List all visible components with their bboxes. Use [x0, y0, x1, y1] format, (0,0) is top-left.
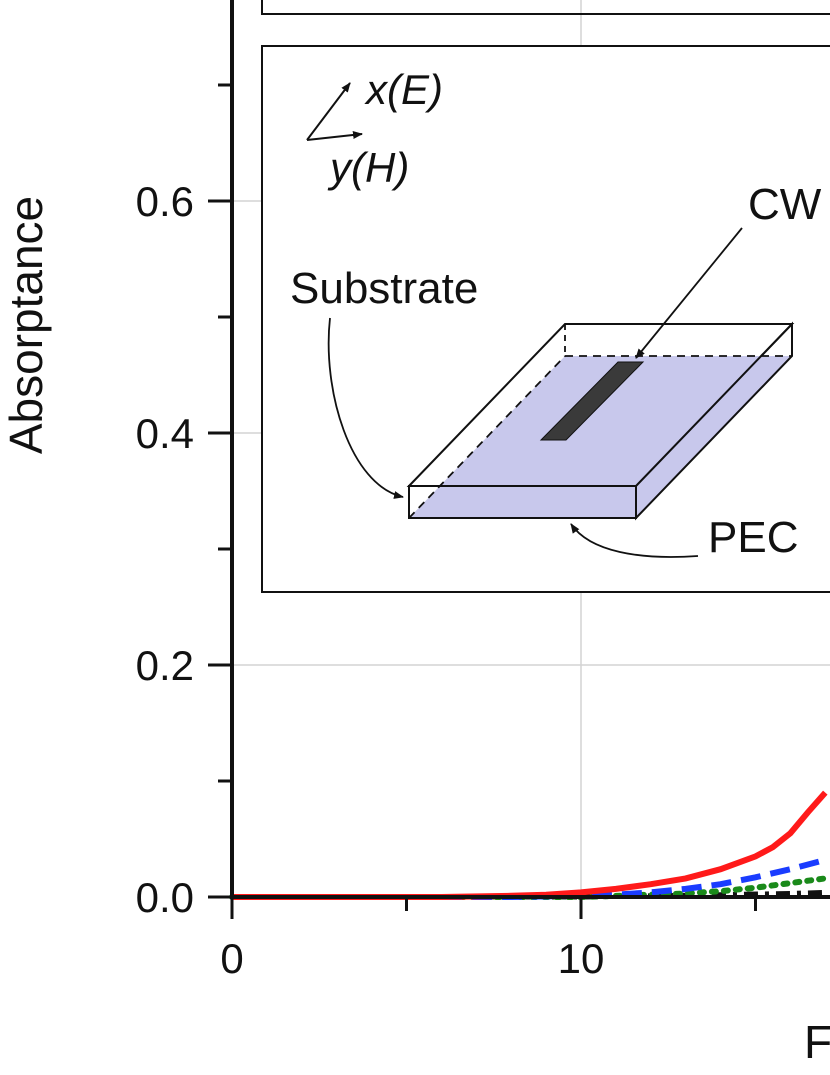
y-tick-label: 0.2 — [136, 642, 194, 689]
axis-ticks: 0.0 0.2 0.4 0.6 0 10 — [136, 83, 757, 982]
series-line-solid — [232, 790, 828, 900]
y-axis-arrow — [306, 130, 363, 141]
y-tick-label: 0.0 — [136, 874, 194, 921]
cut-wire — [539, 361, 645, 441]
inset-x-label: x(E) — [364, 66, 443, 113]
slab-hidden-edge-left — [408, 355, 566, 519]
pec-leader-arrow — [570, 523, 699, 558]
y-tick-label: 0.6 — [136, 178, 194, 225]
legend-box-remnant — [261, 0, 830, 15]
substrate-leader-arrow — [327, 317, 404, 499]
y-tick-label: 0.4 — [136, 410, 194, 457]
data-series — [229, 790, 829, 900]
y-axis-label: Absorptance — [0, 196, 52, 454]
coordinate-axes: x(E) y(H) — [306, 66, 443, 191]
inset-diagram: x(E) y(H) CW Substrate PEC — [261, 45, 830, 593]
substrate-label: Substrate — [290, 264, 478, 313]
substrate-slab — [406, 321, 795, 521]
x-axis-arrow — [306, 82, 351, 141]
cw-label: CW — [748, 180, 822, 229]
pec-label: PEC — [708, 513, 798, 562]
x-tick-label: 10 — [558, 935, 605, 982]
x-tick-label: 0 — [220, 935, 243, 982]
cw-leader-arrow — [635, 227, 743, 359]
pec-fill — [409, 356, 792, 518]
inset-y-label: y(H) — [327, 144, 409, 191]
x-axis-label: F — [804, 1016, 830, 1068]
